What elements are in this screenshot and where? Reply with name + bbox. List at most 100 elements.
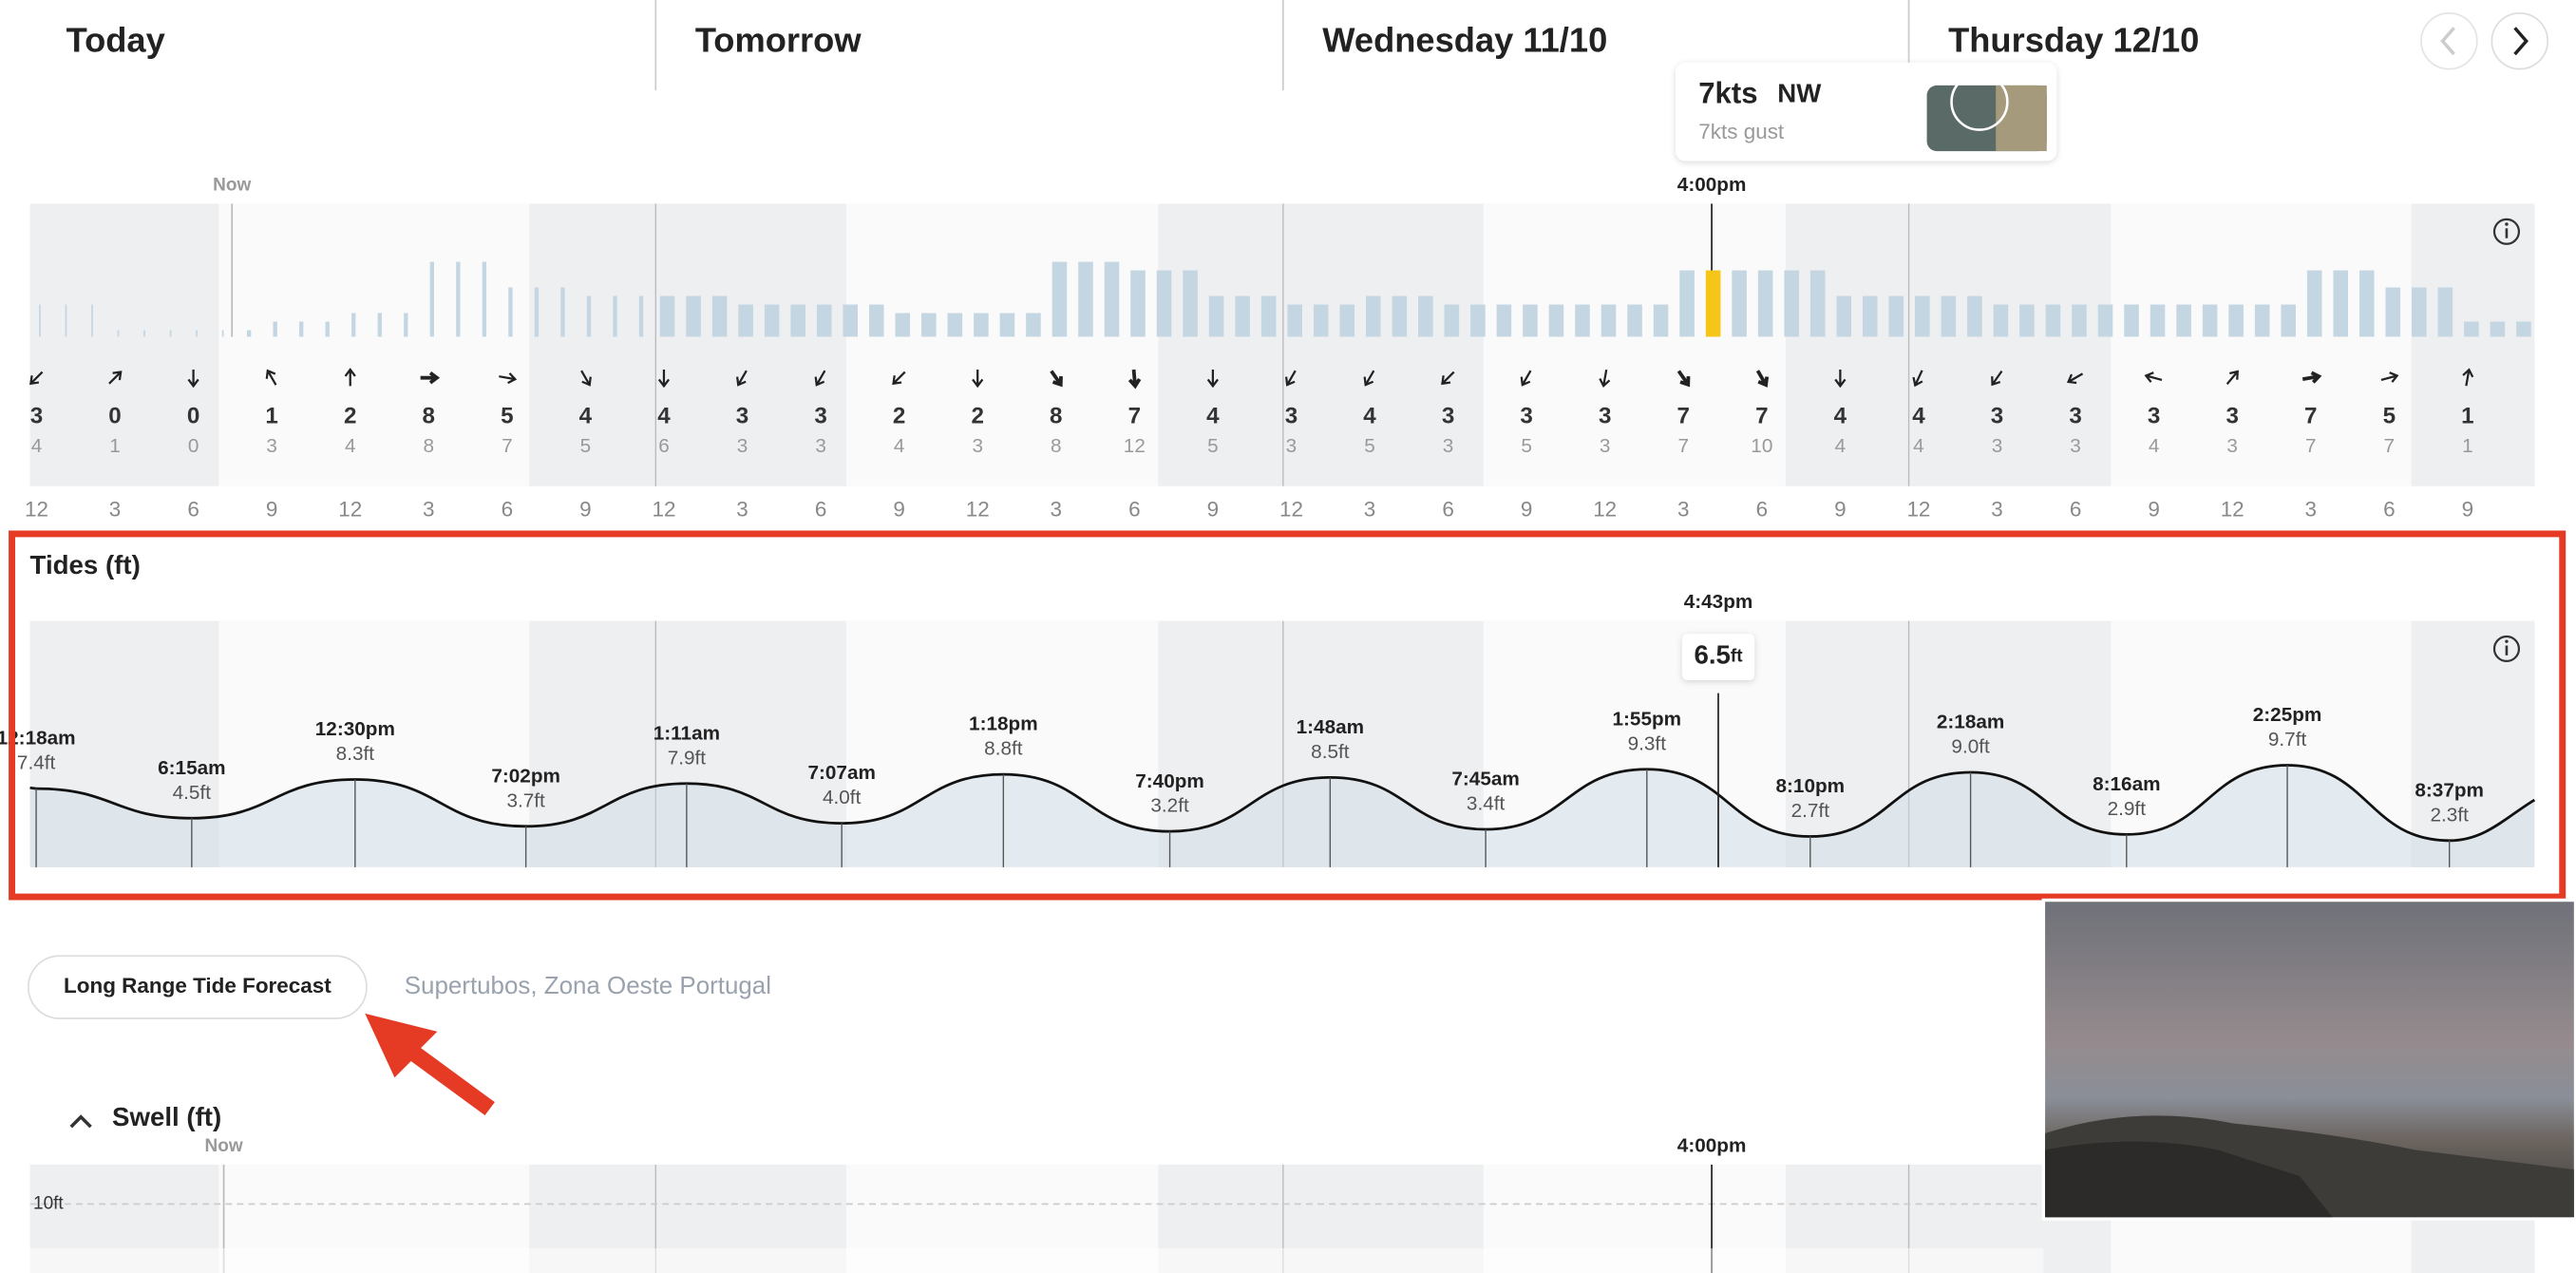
wind-speed: 3 (2226, 404, 2238, 429)
info-icon[interactable] (2492, 218, 2521, 245)
hour-label: 12 (1279, 498, 1303, 522)
wind-bar (659, 295, 675, 337)
hour-label: 6 (1756, 498, 1769, 522)
arrow-shape (1520, 370, 1532, 387)
wind-speed: 0 (108, 404, 121, 429)
wind-gust: 3 (266, 435, 277, 457)
wind-gust: 12 (1124, 435, 1146, 457)
wind-arrow (187, 370, 199, 389)
day-tab[interactable]: Wednesday 11/10 (1322, 21, 1607, 60)
tide-curve (36, 764, 2450, 843)
wind-speed: 1 (2461, 404, 2473, 429)
webcam[interactable] (2041, 898, 2576, 1221)
arrow-shape (1912, 370, 1923, 388)
hour-label: 6 (815, 498, 826, 522)
wind-gust: 3 (815, 435, 826, 457)
swell-title[interactable]: Swell (ft) (112, 1102, 221, 1131)
wind-bar (2358, 270, 2375, 337)
arrow-shape (1676, 370, 1691, 388)
arrow-shape (1363, 370, 1375, 387)
tide-time: 1:48am (1297, 716, 1364, 738)
arrow-shape (1284, 370, 1297, 387)
tide-height: 3.7ft (506, 789, 545, 811)
wind-gust: 8 (1051, 435, 1062, 457)
wind-bar (560, 287, 565, 337)
wind-gust: 4 (1835, 435, 1847, 457)
wind-bar (1496, 304, 1512, 337)
tide-height: 2.9ft (2108, 798, 2147, 820)
wind-bar (974, 313, 989, 337)
wind-gust: 5 (580, 435, 592, 457)
current-tide-value: 6.5ft (1694, 640, 1743, 670)
wind-bar (1548, 304, 1564, 337)
wind-bar (1888, 295, 1904, 337)
wind-arrow (2380, 371, 2399, 383)
wind-bar (2516, 321, 2531, 337)
wind-bar (2176, 304, 2191, 337)
wind-bar (738, 304, 753, 337)
tide-height: 7.9ft (668, 747, 707, 769)
tide-height: 7.4ft (17, 752, 56, 774)
wind-bar (2202, 304, 2218, 337)
tide-unit: ft (1731, 647, 1743, 667)
wind-bar (921, 313, 937, 337)
wind-arrow (1284, 370, 1297, 387)
wind-bar (1601, 304, 1617, 337)
tide-height: 9.3ft (1628, 732, 1667, 754)
hour-label: 3 (736, 498, 748, 522)
wind-bar (299, 321, 304, 337)
wind-direction: NW (1777, 79, 1822, 108)
next-button[interactable] (2491, 11, 2549, 70)
wind-arrow (657, 370, 671, 389)
wind-speed: 4 (1912, 404, 1925, 429)
tide-curve-edge (29, 786, 2536, 843)
wind-gust: 7 (2384, 435, 2396, 457)
button-label[interactable]: Long Range Tide Forecast (64, 974, 331, 998)
arrow-shape (736, 370, 748, 387)
wind-bar (404, 313, 408, 337)
wind-bar (508, 287, 513, 337)
wind-gust: 1 (109, 435, 121, 457)
wind-gust: 3 (1286, 435, 1297, 457)
wind-bar (39, 304, 41, 337)
tide-time: 6:15am (158, 757, 225, 779)
wind-arrow (499, 372, 518, 385)
wind-gust: 5 (1521, 435, 1532, 457)
day-tab[interactable]: Tomorrow (695, 21, 862, 60)
wind-arrow (972, 370, 984, 389)
prev-button[interactable] (2420, 11, 2478, 70)
location: Supertubos, Zona Oeste Portugal (405, 973, 771, 999)
tide-time: 1:18pm (969, 713, 1038, 735)
night-shade (1158, 620, 1484, 867)
wind-bar (1915, 295, 1930, 337)
wind-bar (1941, 295, 1957, 337)
tide-time: 7:02pm (491, 765, 560, 787)
wind-speed: 4 (1206, 404, 1220, 429)
wind-bar (2254, 304, 2270, 337)
arrow-shape (1127, 369, 1142, 390)
wind-bar (1862, 295, 1878, 337)
wind-bar (711, 295, 728, 337)
arrow-shape (344, 368, 356, 387)
wind-bar (2228, 304, 2244, 337)
hour-label: 3 (2305, 498, 2318, 522)
wind-gust: 5 (1207, 435, 1219, 457)
night-shade (529, 203, 846, 486)
wind-gust: 3 (737, 435, 748, 457)
arrow-shape (1206, 370, 1219, 389)
arrow-shape (2380, 371, 2399, 383)
day-tab[interactable]: Thursday 12/10 (1948, 21, 2199, 60)
wind-bar (1732, 270, 1747, 337)
wind-bar (169, 330, 172, 337)
day-tab[interactable]: Today (66, 21, 165, 60)
wind-speed: 4 (1363, 404, 1376, 429)
wind-bar (2437, 287, 2453, 337)
wind-bar (1104, 261, 1120, 337)
wind-gust: 8 (424, 435, 435, 457)
long-range-button[interactable]: Long Range Tide Forecast (27, 955, 368, 1019)
wind-bar (65, 304, 67, 337)
collapse-icon[interactable] (69, 1114, 92, 1129)
wind-bar (1051, 261, 1068, 337)
info-icon[interactable] (2492, 635, 2521, 663)
wind-bar (2124, 304, 2139, 337)
